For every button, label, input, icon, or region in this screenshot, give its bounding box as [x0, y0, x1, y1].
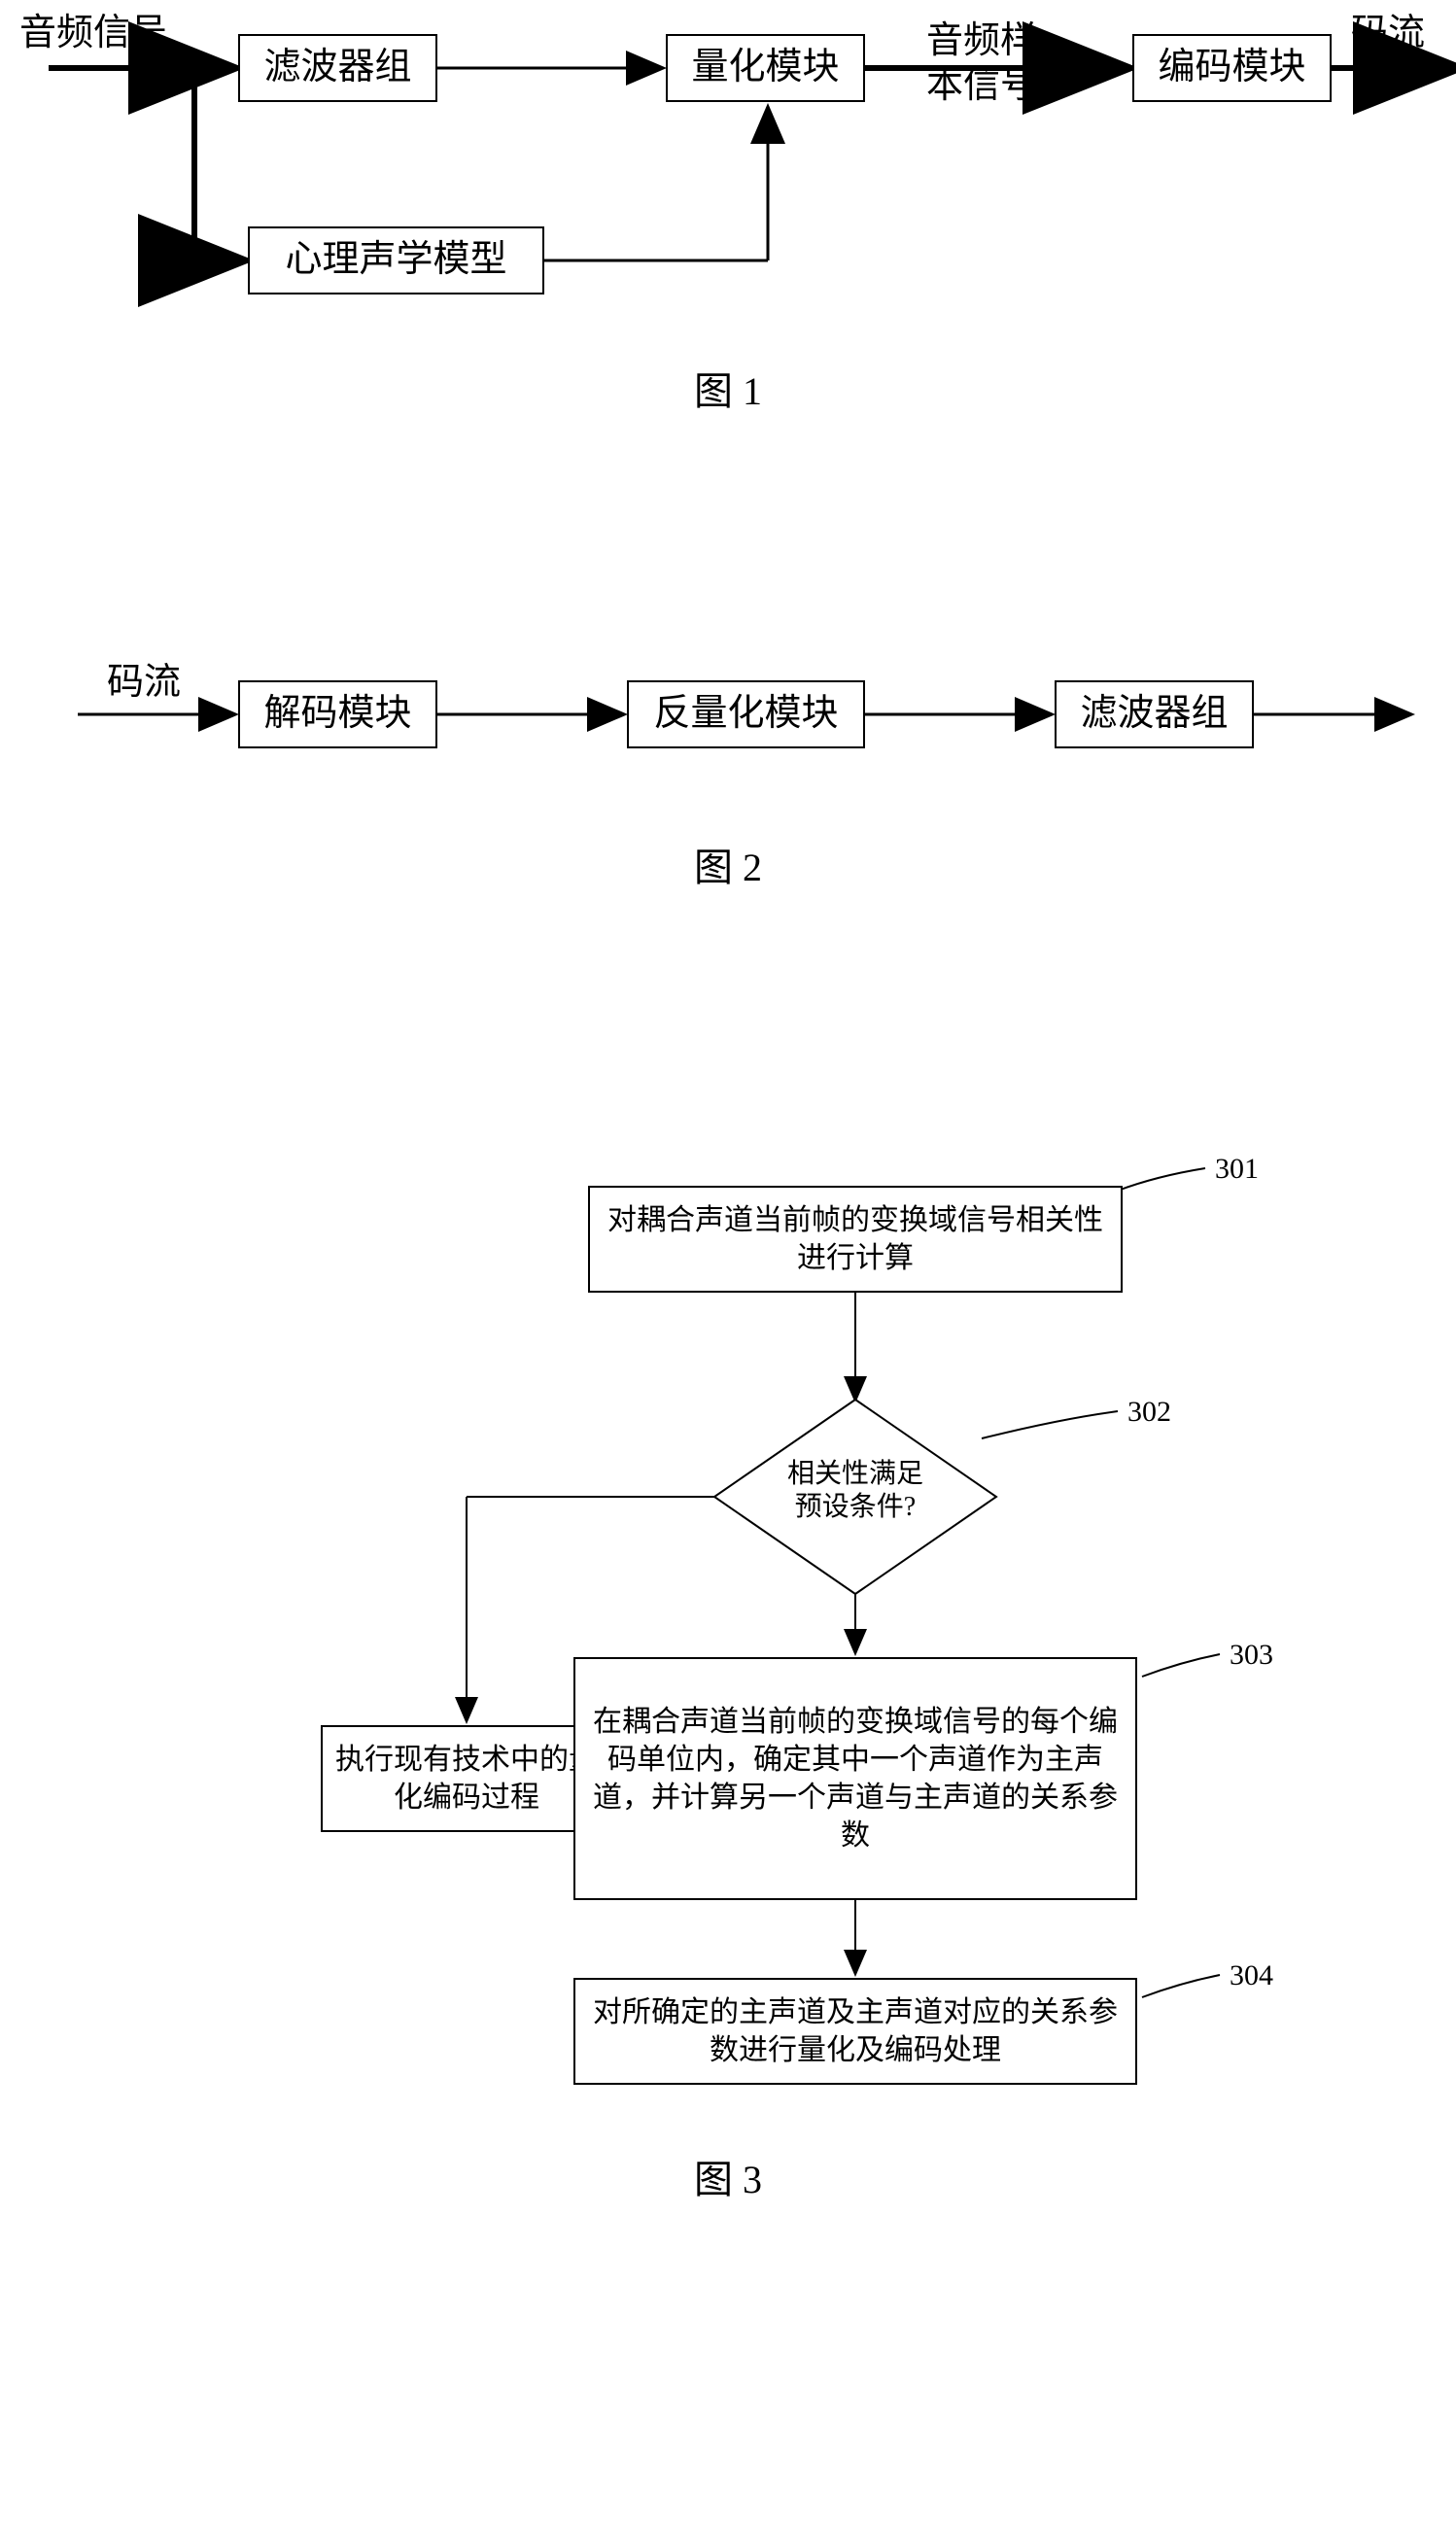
fig3-box-304: 对所确定的主声道及主声道对应的关系参数进行量化及编码处理: [573, 1978, 1137, 2085]
fig1-input-label: 音频信号: [19, 12, 167, 56]
fig3-diamond-302: 相关性满足 预设条件?: [768, 1458, 943, 1523]
fig3-caption: 图 3: [19, 2148, 1437, 2204]
fig1-mid-label: 音频样 本信号: [904, 19, 1059, 108]
fig1-output-label: 码流: [1351, 12, 1425, 56]
fig3-diamond-line1: 相关性满足: [787, 1459, 923, 1489]
figure-1: 音频信号 滤波器组 量化模块 音频样 本信号 编码模块 码流 心理声学模型 图 …: [19, 19, 1437, 467]
fig2-input-label: 码流: [107, 661, 181, 706]
fig2-filter-box: 滤波器组: [1055, 680, 1254, 748]
fig1-caption: 图 1: [19, 360, 1437, 416]
figure-3: 对耦合声道当前帧的变换域信号相关性进行计算 301 相关性满足 预设条件? 30…: [19, 1147, 1437, 2265]
fig1-psych-box: 心理声学模型: [248, 226, 544, 294]
fig3-box-301: 对耦合声道当前帧的变换域信号相关性进行计算: [588, 1186, 1123, 1293]
fig3-ref-303: 303: [1230, 1638, 1273, 1673]
fig3-ref-304: 304: [1230, 1958, 1273, 1993]
fig1-encode-box: 编码模块: [1132, 34, 1332, 102]
fig3-diamond-line2: 预设条件?: [795, 1492, 916, 1522]
fig2-dequant-box: 反量化模块: [627, 680, 865, 748]
fig1-filter-box: 滤波器组: [238, 34, 437, 102]
fig3-box-303: 在耦合声道当前帧的变换域信号的每个编码单位内，确定其中一个声道作为主声道，并计算…: [573, 1657, 1137, 1900]
fig3-ref-301: 301: [1215, 1152, 1259, 1187]
figure-2: 码流 解码模块 反量化模块 滤波器组 图 2: [19, 661, 1437, 952]
fig1-quant-box: 量化模块: [666, 34, 865, 102]
fig1-mid-label-line2: 本信号: [926, 65, 1037, 106]
fig2-decode-box: 解码模块: [238, 680, 437, 748]
fig3-box-left: 执行现有技术中的量化编码过程: [321, 1725, 612, 1832]
fig2-caption: 图 2: [19, 836, 1437, 892]
fig1-mid-label-line1: 音频样: [926, 20, 1037, 61]
fig3-ref-302: 302: [1127, 1395, 1171, 1430]
